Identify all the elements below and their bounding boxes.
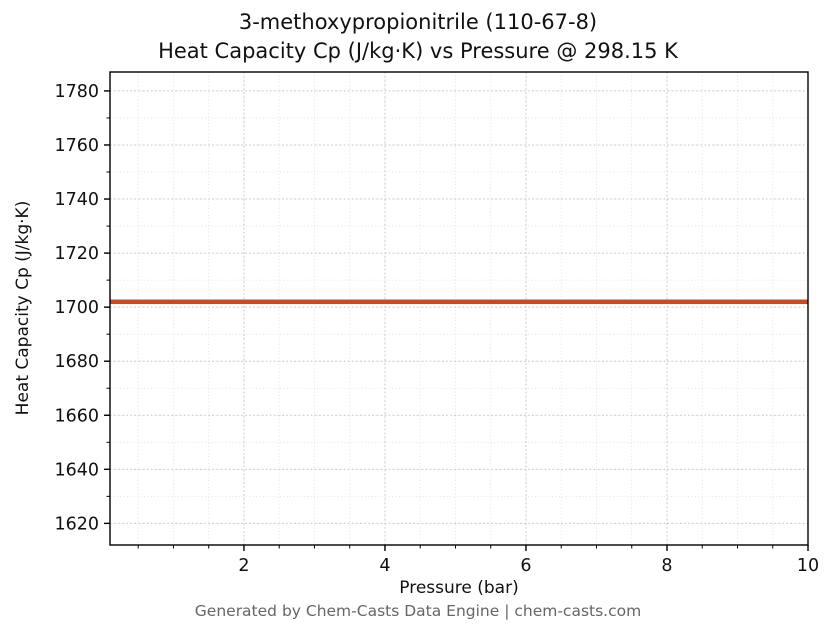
plot-canvas: Pressure (bar) Heat Capacity Cp (J/kg·K)… — [13, 71, 819, 598]
y-tick-label: 1640 — [54, 460, 99, 480]
y-tick-label: 1660 — [54, 406, 99, 426]
x-axis-label: Pressure (bar) — [399, 578, 518, 598]
y-tick-label: 1780 — [54, 82, 99, 102]
y-tick-label: 1620 — [54, 514, 99, 534]
chart-title-line2: Heat Capacity Cp (J/kg·K) vs Pressure @ … — [158, 39, 678, 64]
x-tick-label: 8 — [661, 556, 672, 576]
x-tick-label: 4 — [379, 556, 390, 576]
y-tick-label: 1760 — [54, 136, 99, 156]
x-tick-label: 6 — [520, 556, 531, 576]
y-tick-label: 1700 — [54, 298, 99, 318]
y-axis-label: Heat Capacity Cp (J/kg·K) — [13, 201, 33, 416]
x-tick-label: 10 — [797, 556, 819, 576]
y-tick-label: 1680 — [54, 352, 99, 372]
x-tick-label: 2 — [238, 556, 249, 576]
chart-title-line1: 3-methoxypropionitrile (110-67-8) — [238, 10, 598, 34]
chart-title-block: 3-methoxypropionitrile (110-67-8) Heat C… — [0, 8, 836, 67]
y-tick-label: 1740 — [54, 190, 99, 210]
y-tick-label: 1720 — [54, 244, 99, 264]
footer-credit: Generated by Chem-Casts Data Engine | ch… — [194, 602, 642, 620]
axes-spines — [109, 71, 809, 546]
